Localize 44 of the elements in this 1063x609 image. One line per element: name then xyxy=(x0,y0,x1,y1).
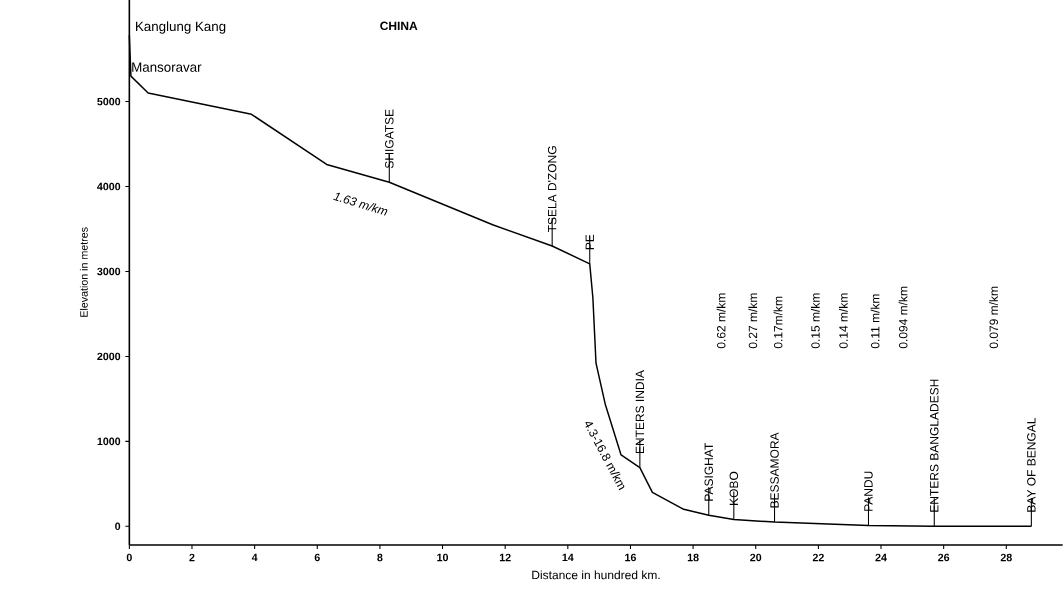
annotation: 0.14 m/km xyxy=(838,293,848,349)
annotation: 0.27 m/km xyxy=(748,293,758,349)
annotation: 0.094 m/km xyxy=(898,286,908,349)
x-tick-label: 8 xyxy=(377,553,383,562)
annotation: 0.11 m/km xyxy=(870,294,880,349)
annotation: Mansoravar xyxy=(132,62,202,72)
annotation: PASIGHAT xyxy=(704,443,714,501)
x-tick-label: 16 xyxy=(625,553,636,562)
annotation: CHINA xyxy=(380,21,418,31)
x-tick-label: 4 xyxy=(251,553,258,562)
x-tick-label: 22 xyxy=(812,553,824,562)
y-axis-title: Elevation in metres xyxy=(79,227,88,317)
annotation: TSELA D'ZONG xyxy=(547,146,557,233)
x-tick-label: 10 xyxy=(437,553,449,562)
y-tick-label: 4000 xyxy=(97,182,121,191)
annotation: SHIGATSE xyxy=(385,109,394,169)
annotation: PE xyxy=(585,234,594,250)
y-tick-label: 5000 xyxy=(97,97,121,106)
y-tick-label: 3000 xyxy=(97,267,121,276)
x-tick-label: 12 xyxy=(499,553,511,562)
x-tick-label: 20 xyxy=(750,553,762,562)
x-tick-label: 24 xyxy=(875,553,887,562)
annotation: ENTERS BANGLADESH xyxy=(930,379,939,512)
annotation: KOBO xyxy=(729,471,739,505)
annotation: 0.17m/km xyxy=(773,296,783,349)
annotation: BAY OF BENGAL xyxy=(1027,417,1036,512)
y-tick-label: 2000 xyxy=(97,352,121,361)
annotation: Kanglung Kang xyxy=(136,21,226,34)
x-tick-label: 18 xyxy=(687,553,699,562)
x-axis-title: Distance in hundred km. xyxy=(532,570,660,580)
annotation: BESSAMORA xyxy=(770,432,779,508)
annotation: 0.62 m/km xyxy=(716,293,726,349)
x-tick-label: 6 xyxy=(314,553,320,562)
x-tick-label: 26 xyxy=(938,553,950,562)
x-tick-label: 0 xyxy=(126,553,132,562)
annotation: 0.079 m/km xyxy=(989,286,999,349)
y-tick-label: 1000 xyxy=(97,437,121,446)
annotation: ENTERS INDIA xyxy=(635,370,645,454)
annotation: 0.15 m/km xyxy=(810,293,820,349)
annotation: 1.63 m/km xyxy=(333,192,388,216)
x-tick-label: 28 xyxy=(1000,553,1012,562)
x-tick-label: 14 xyxy=(562,553,574,562)
x-tick-label: 2 xyxy=(189,553,195,562)
y-tick-label: 0 xyxy=(115,522,121,531)
